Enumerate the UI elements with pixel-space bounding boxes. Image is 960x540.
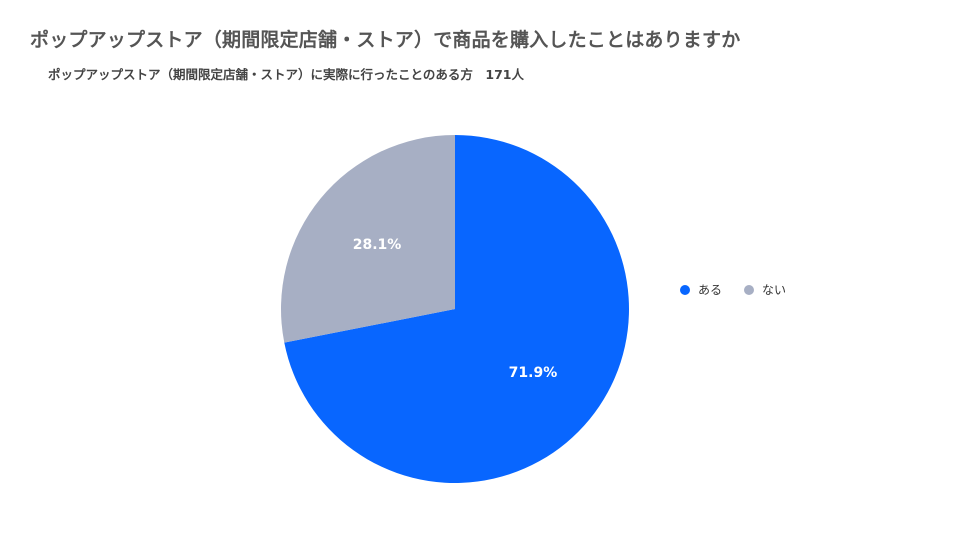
legend-item-nai: ない — [744, 281, 786, 298]
pie-labels: 71.9% 28.1% — [353, 237, 558, 381]
legend-item-aru: ある — [680, 281, 722, 298]
legend-swatch-aru — [680, 284, 690, 295]
legend: ある ない — [680, 281, 786, 298]
chart-title: ポップアップストア（期間限定店舗・ストア）で商品を購入したことはありますか — [30, 29, 741, 51]
pie-slice-1 — [281, 135, 455, 343]
legend-label-nai: ない — [762, 283, 787, 297]
pie-slice-label-1: 28.1% — [353, 237, 402, 253]
pie-slice-label-0: 71.9% — [509, 365, 558, 381]
pie-slices — [281, 135, 630, 483]
legend-swatch-nai — [744, 284, 755, 295]
chart-subtitle: ポップアップストア（期間限定店舗・ストア）に実際に行ったことのある方 171人 — [48, 67, 524, 82]
pie-slice-0 — [284, 135, 630, 483]
legend-label-aru: ある — [698, 283, 723, 297]
